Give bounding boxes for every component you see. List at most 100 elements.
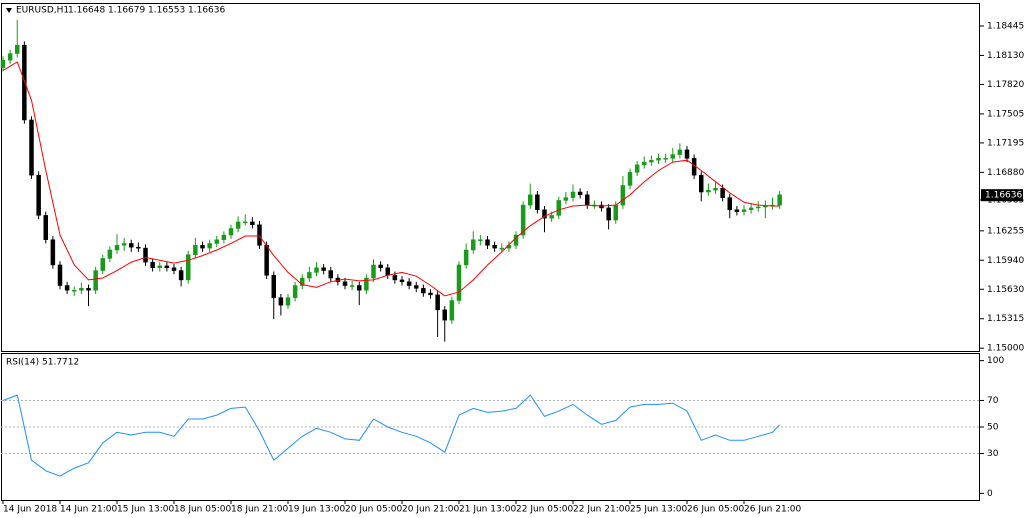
candle-body (563, 197, 569, 201)
candle-body (57, 264, 63, 286)
header-value: 1.16648 (68, 6, 105, 16)
candle-body (756, 206, 761, 209)
candle-body (549, 215, 554, 219)
header-value: 1.16679 (108, 6, 145, 16)
y-tick-label: 1.15630 (987, 285, 1024, 295)
candle-body (463, 249, 469, 266)
candle-body (307, 272, 312, 279)
candle-body (535, 194, 540, 211)
candle-body (663, 158, 668, 160)
main-panel: EURUSD,H11.16648 1.16679 1.16553 1.166361.1… (0, 6, 1024, 515)
candle-body (285, 297, 291, 306)
candle-body (492, 245, 497, 249)
current-price-label: 1.16636 (985, 191, 1022, 201)
candle-body (86, 288, 91, 291)
candle-body (414, 285, 419, 289)
candle-body (114, 245, 120, 251)
y-tick-label: 1.16880 (987, 168, 1024, 178)
x-tick-label: 26 Jun 21:00 (744, 505, 801, 515)
candle-body (649, 159, 654, 163)
y-tick-label: 1.17505 (987, 109, 1024, 119)
candle-body (157, 265, 162, 269)
x-tick-label: 15 Jun 13:00 (117, 505, 174, 515)
candle-body (748, 207, 754, 211)
candle-body (371, 264, 376, 279)
x-tick-label: 25 Jun 13:00 (630, 505, 687, 515)
candle-body (520, 204, 526, 236)
candle-body (406, 281, 412, 286)
candle-body (357, 285, 362, 291)
candle-body (656, 158, 661, 161)
y-tick-label: 1.15000 (987, 344, 1024, 354)
candle-body (727, 197, 732, 211)
candle-body (100, 258, 105, 271)
x-tick-label: 22 Jun 21:00 (573, 505, 630, 515)
candle-body (257, 224, 262, 246)
candle-body (570, 191, 576, 198)
x-tick-label: 14 Jun 2018 (3, 505, 57, 515)
candle-body (777, 194, 782, 206)
candle-body (278, 297, 284, 306)
candle-body (763, 205, 768, 208)
y-tick-label: 1.17820 (987, 80, 1024, 90)
candle-body (271, 274, 276, 298)
y-tick-label: 1.16255 (987, 226, 1024, 236)
rsi-line (2, 394, 780, 477)
moving-average (2, 61, 780, 297)
candle-body (556, 200, 561, 216)
y-tick-label: 100 (987, 356, 1004, 366)
candle-body (43, 215, 48, 240)
y-tick-label: 50 (987, 423, 999, 433)
candle-body (342, 281, 348, 286)
candle-body (713, 188, 718, 191)
x-tick-label: 18 Jun 05:00 (174, 505, 231, 515)
candle-body (684, 149, 690, 159)
candle-body (364, 277, 369, 291)
candle-body (499, 247, 504, 250)
indicator-value: 51.7712 (42, 358, 79, 368)
y-tick-label: 0 (987, 489, 993, 499)
y-tick-label: 70 (987, 396, 999, 406)
candle-body (50, 239, 56, 266)
candle-body (292, 285, 298, 298)
candle-body (221, 234, 227, 240)
rsi-panel: RSI(14) 51.7712 0 30 50 70 100 (1, 356, 1004, 499)
candle-body (734, 209, 740, 212)
candle-body (399, 279, 405, 283)
candle-body (349, 285, 355, 287)
candle-body (378, 264, 383, 269)
candle-body (706, 189, 711, 193)
candle-body (235, 221, 241, 229)
y-tick-label: 1.15315 (987, 314, 1024, 324)
header-value: 1.16553 (148, 6, 185, 16)
candle-body (392, 274, 398, 281)
candle-body (449, 300, 455, 321)
candle-body (72, 289, 77, 292)
candle-body (677, 149, 683, 155)
candle-body (243, 221, 248, 224)
candle-body (186, 254, 191, 281)
candle-body (264, 245, 269, 276)
candle-body (428, 292, 433, 296)
candle-body (79, 288, 84, 291)
header-value: 1.16636 (188, 6, 225, 16)
candle-body (606, 207, 611, 221)
candle-body (471, 239, 476, 251)
candle-body (121, 243, 127, 246)
candle-body (577, 191, 583, 196)
current-price-box (981, 189, 1023, 202)
candle-body (214, 239, 219, 244)
candle-body (178, 270, 184, 281)
candle-body (93, 270, 98, 291)
candle-body (207, 243, 212, 249)
candle-body (0, 59, 6, 68)
x-tick-label: 21 Jun 13:00 (459, 505, 516, 515)
x-tick-label: 19 Jun 13:00 (288, 505, 345, 515)
candle-body (200, 245, 205, 249)
main-panel-frame (1, 3, 980, 352)
candle-body (136, 246, 141, 249)
candle-body (634, 164, 640, 173)
candle-body (385, 267, 390, 276)
